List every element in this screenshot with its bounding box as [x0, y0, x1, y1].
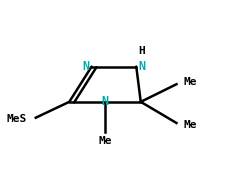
Text: N: N	[138, 60, 146, 73]
Text: Me: Me	[183, 120, 197, 130]
Text: Me: Me	[183, 78, 197, 88]
Text: N: N	[82, 60, 90, 73]
Text: H: H	[138, 46, 145, 56]
Text: MeS: MeS	[7, 114, 27, 124]
Text: Me: Me	[98, 136, 112, 146]
Text: N: N	[101, 95, 109, 108]
